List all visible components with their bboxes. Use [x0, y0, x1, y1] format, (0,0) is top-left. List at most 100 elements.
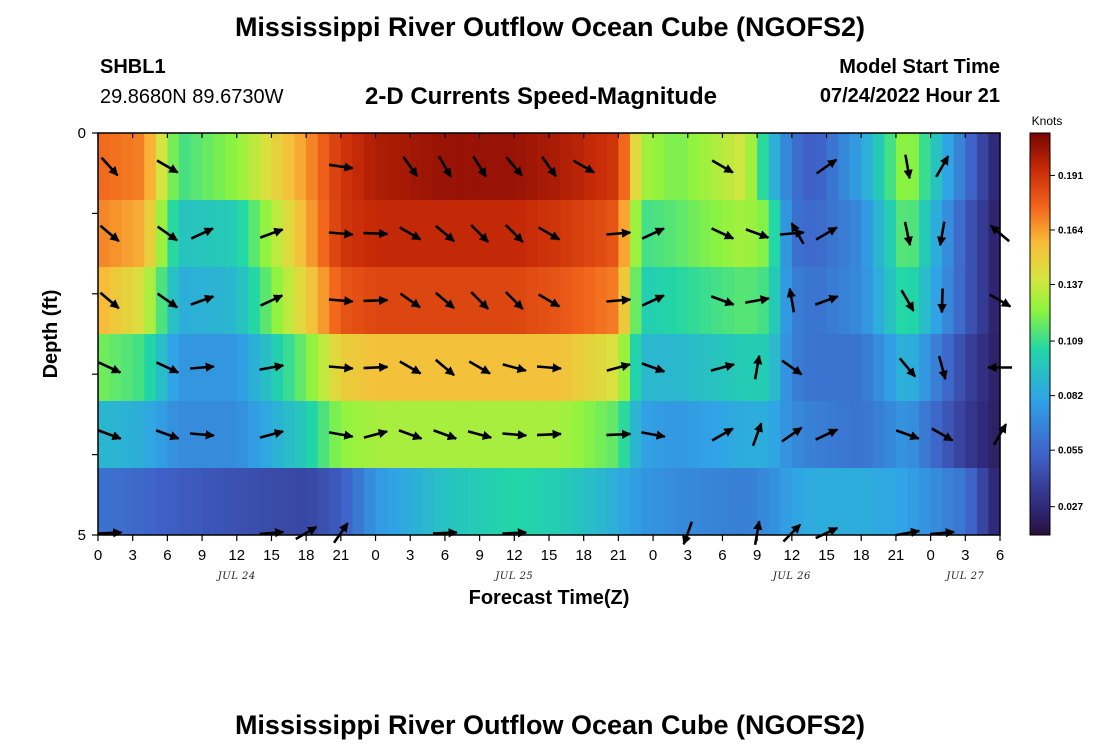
colorbar-tick-label: 0.027: [1058, 502, 1083, 513]
heatmap-cell: [525, 267, 539, 335]
heatmap-cell: [132, 200, 145, 268]
current-vector-arrow: [536, 363, 562, 373]
heatmap-cell: [479, 133, 492, 201]
heatmap-cell: [549, 468, 562, 536]
heatmap-cell: [757, 334, 770, 402]
current-vector-arrow: [328, 430, 354, 440]
heatmap-cell: [525, 133, 539, 201]
heatmap-cell: [930, 200, 943, 268]
heatmap-cell: [121, 133, 134, 201]
heatmap-cell: [664, 267, 677, 335]
heatmap-cell: [861, 334, 874, 402]
heatmap-cell: [121, 334, 134, 402]
heatmap-cell: [814, 468, 828, 536]
heatmap-cell: [398, 334, 411, 402]
heatmap-cell: [872, 401, 885, 469]
heatmap-cell: [629, 468, 643, 536]
current-vector-arrow: [328, 162, 354, 172]
heatmap-cell: [641, 334, 654, 402]
heatmap-cell: [699, 334, 712, 402]
heatmap-cell: [456, 468, 469, 536]
heatmap-cell: [676, 133, 689, 201]
heatmap-cell: [537, 133, 550, 201]
heatmap-cell: [629, 200, 643, 268]
heatmap-cell: [653, 468, 666, 536]
current-vector-arrow: [363, 429, 389, 439]
current-vector-arrow: [363, 228, 389, 239]
heatmap-cell: [687, 468, 700, 536]
heatmap-cell: [144, 133, 157, 201]
heatmap-cell: [872, 334, 885, 402]
heatmap-cell: [699, 468, 712, 536]
heatmap-cell: [202, 468, 215, 536]
heatmap-cell: [468, 267, 481, 335]
heatmap-cell: [595, 468, 608, 536]
heatmap-cell: [803, 468, 816, 536]
heatmap-cell: [98, 468, 111, 536]
heatmap-cell: [676, 468, 689, 536]
current-vector-arrow: [332, 522, 349, 544]
x-tick-label: 0: [371, 547, 379, 564]
heatmap-cell: [398, 401, 411, 469]
heatmap-cell: [259, 200, 273, 268]
heatmap-cell: [283, 200, 296, 268]
heatmap-cell: [560, 401, 573, 469]
heatmap-cell: [525, 468, 539, 536]
heatmap-cell: [618, 133, 631, 201]
heatmap-cell: [930, 468, 943, 536]
x-tick-label: 9: [475, 547, 483, 564]
heatmap-cell: [317, 200, 330, 268]
heatmap-cell: [294, 468, 307, 536]
current-vector-arrow: [903, 154, 913, 180]
heatmap-cell: [132, 334, 145, 402]
heatmap-cell: [387, 133, 400, 201]
current-vector-arrow: [363, 362, 389, 372]
heatmap-cell: [213, 200, 226, 268]
heatmap-cell: [109, 468, 122, 536]
current-vector-arrow: [504, 291, 524, 310]
heatmap-cell: [965, 133, 978, 201]
heatmap-cell: [629, 401, 643, 469]
heatmap-cell: [387, 468, 400, 536]
heatmap-cell: [225, 334, 238, 402]
heatmap-cell: [699, 200, 712, 268]
heatmap-cell: [953, 133, 966, 201]
x-tick-label: 21: [610, 547, 627, 564]
current-vector-arrow: [328, 229, 354, 239]
heatmap-cell: [433, 267, 446, 335]
heatmap-cell: [306, 334, 319, 402]
heatmap-cell: [236, 401, 249, 469]
current-vector-arrow: [937, 355, 948, 381]
x-tick-label: 6: [163, 547, 171, 564]
heatmap-cell: [803, 133, 816, 201]
x-axis: 0 3 6 9 12 15 18 21 0 3 6 9 12 15 18 21 0 3 6 9 12 15 18 21 0 3 6 J…: [94, 133, 1004, 582]
current-vector-arrow: [815, 526, 839, 540]
heatmap-cell: [988, 267, 1001, 335]
heatmap-cell: [826, 468, 839, 536]
heatmap-cell: [907, 133, 920, 201]
current-vector-arrow: [815, 158, 838, 175]
heatmap-cell: [676, 200, 689, 268]
heatmap-cell: [699, 267, 712, 335]
x-tick-label: 3: [406, 547, 414, 564]
colorbar-ticks: 0.191 0.164 0.137 0.109 0.082 0.055 0.027: [1050, 171, 1083, 513]
current-vector-arrow: [155, 361, 180, 374]
heatmap-cell: [121, 267, 134, 335]
heatmap-cell: [225, 468, 238, 536]
heatmap-cell: [502, 133, 515, 201]
heatmap-cell: [676, 334, 689, 402]
heatmap-cell: [676, 401, 689, 469]
heatmap-cell: [236, 267, 249, 335]
heatmap-cell: [121, 200, 134, 268]
heatmap-cell: [213, 267, 226, 335]
current-vector-arrow: [641, 430, 666, 440]
heatmap-cell: [132, 468, 145, 536]
x-tick-label: 15: [263, 547, 280, 564]
date-label: JUL 25: [493, 571, 533, 582]
heatmap-cell: [433, 468, 446, 536]
heatmap-cell: [502, 267, 515, 335]
heatmap-cell: [572, 468, 585, 536]
current-vector-arrow: [156, 225, 178, 242]
heatmap-cell: [132, 401, 145, 469]
date-label: JUL 27: [944, 571, 984, 582]
